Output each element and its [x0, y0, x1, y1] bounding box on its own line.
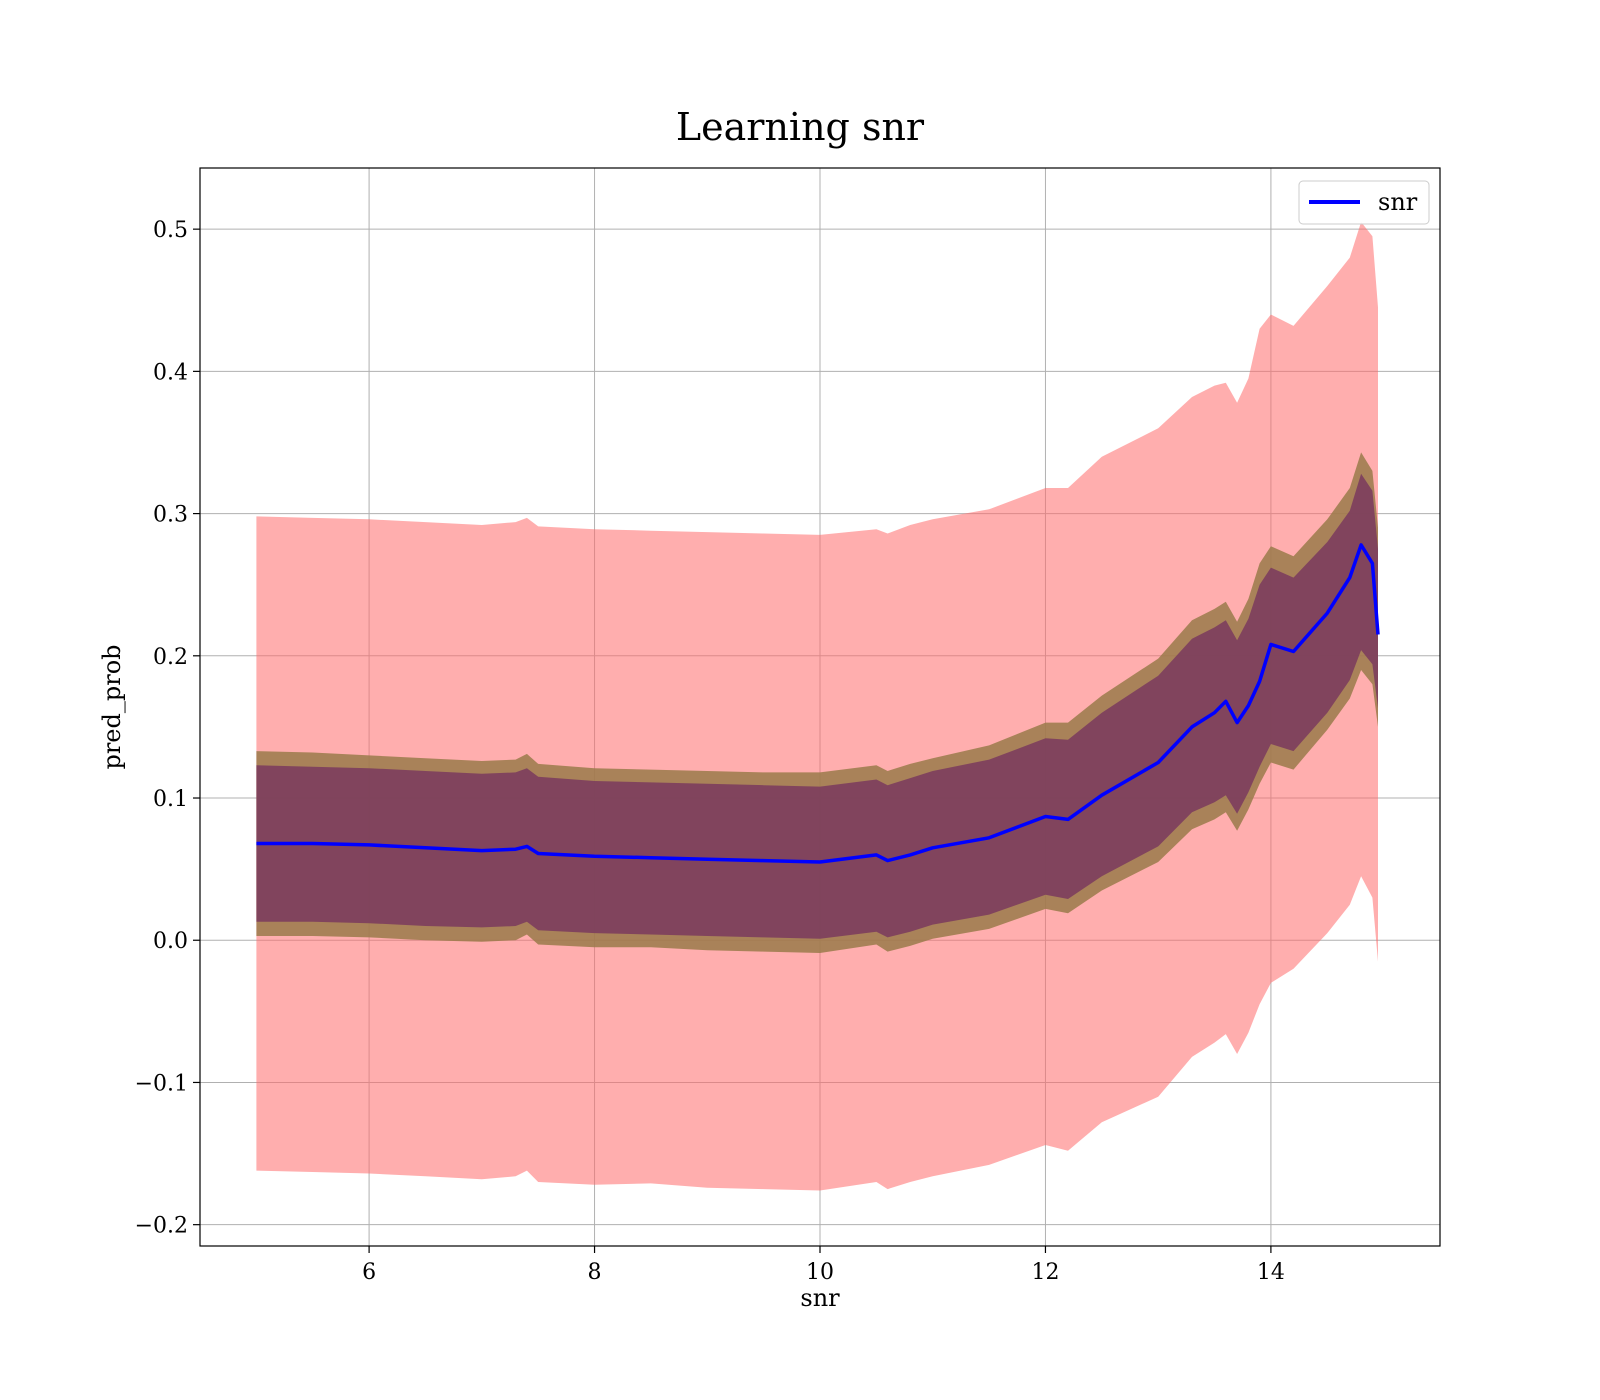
- legend-box: [1298, 180, 1430, 225]
- x-tick-label: 6: [362, 1260, 376, 1285]
- x-tick-label: 14: [1257, 1260, 1285, 1285]
- y-tick-label: 0.3: [153, 503, 188, 528]
- y-tick-label: 0.2: [153, 645, 188, 670]
- y-tick-label: −0.1: [135, 1071, 188, 1096]
- x-tick-label: 10: [806, 1260, 834, 1285]
- y-axis-label: pred_prob: [98, 644, 126, 769]
- y-axis-ticks: −0.2 −0.1 0.0 0.1 0.2 0.3 0.4 0.5: [135, 218, 200, 1239]
- series-line-snr: [256, 543, 1380, 864]
- inner-band: [256, 473, 1378, 939]
- legend: snr: [1298, 180, 1430, 225]
- x-axis-label: snr: [800, 1284, 840, 1312]
- y-tick-label: 0.1: [153, 787, 188, 812]
- chart-title: Learning snr: [676, 105, 925, 149]
- x-tick-label: 8: [588, 1260, 602, 1285]
- series-lines: [256, 543, 1380, 864]
- legend-label-snr: snr: [1378, 188, 1418, 216]
- y-tick-label: 0.4: [153, 360, 188, 385]
- outer-band: [256, 222, 1378, 1191]
- confidence-bands: [256, 222, 1378, 1191]
- y-tick-label: 0.5: [153, 218, 188, 243]
- y-tick-label: 0.0: [153, 929, 188, 954]
- x-axis-ticks: 6 8 10 12 14: [362, 1246, 1285, 1285]
- y-tick-label: −0.2: [135, 1214, 188, 1239]
- x-tick-label: 12: [1031, 1260, 1059, 1285]
